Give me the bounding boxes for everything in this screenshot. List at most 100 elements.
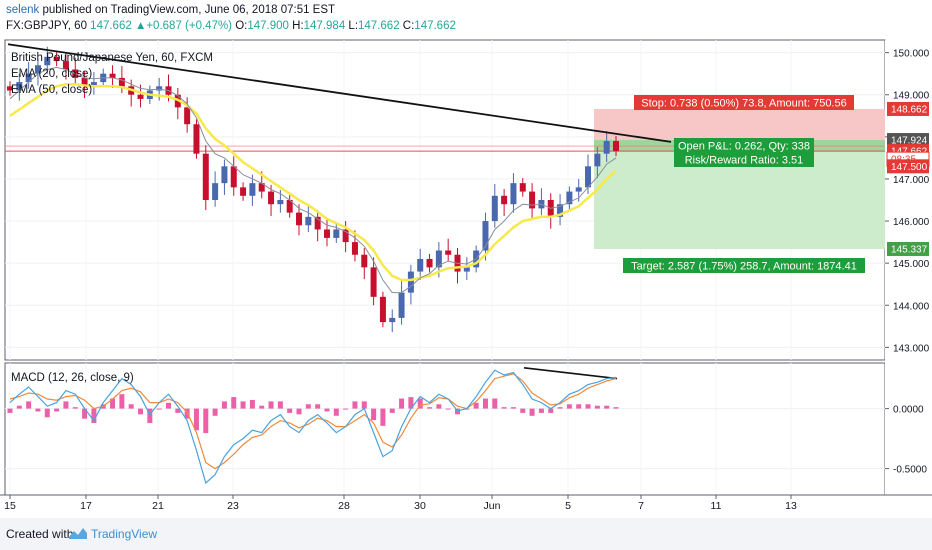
candle-body xyxy=(398,292,405,318)
price-badge-label: 147.924 xyxy=(891,136,928,147)
candle-body xyxy=(16,82,23,91)
price-badge-label: 145.337 xyxy=(891,244,928,255)
candle-body xyxy=(90,82,97,87)
candle-body xyxy=(501,195,508,205)
close-label: C: xyxy=(402,20,415,32)
macd-histogram-bar xyxy=(482,398,488,409)
macd-histogram-bar xyxy=(249,399,255,409)
candle-body xyxy=(34,65,41,74)
author-name[interactable]: selenk xyxy=(6,4,40,16)
macd-histogram-bar xyxy=(240,401,246,409)
candle-body xyxy=(594,153,601,167)
time-tick-label: 21 xyxy=(152,500,164,512)
macd-histogram-bar xyxy=(259,405,265,409)
price-tick-label: 149.000 xyxy=(893,91,930,102)
publish-info: selenk published on TradingView.com, Jun… xyxy=(6,4,335,16)
time-tick-label: 7 xyxy=(638,500,644,512)
price-tick-label: 147.000 xyxy=(893,175,930,186)
macd-histogram-bar xyxy=(35,408,41,412)
macd-histogram-bar xyxy=(389,408,395,413)
ema50-legend: EMA (50, close) xyxy=(11,84,92,96)
candle-body xyxy=(184,107,191,125)
candle-body xyxy=(314,216,321,230)
macd-histogram-bar xyxy=(221,401,227,409)
candle-body xyxy=(379,296,386,323)
high-value: 147.984 xyxy=(303,20,346,32)
candle-body xyxy=(566,191,573,205)
candle-body xyxy=(25,73,32,83)
macd-histogram-bar xyxy=(231,397,237,409)
macd-histogram-bar xyxy=(585,404,591,409)
price-badge xyxy=(887,159,929,174)
stop-label: Stop: 0.738 (0.50%) 73.8, Amount: 750.56 xyxy=(641,98,846,110)
candle-body xyxy=(240,187,247,196)
price-tick-label: 144.000 xyxy=(893,301,930,312)
macd-histogram-bar xyxy=(110,398,116,409)
price-tick-label: 150.000 xyxy=(893,49,930,60)
candle-body xyxy=(137,94,144,99)
candle-body xyxy=(389,317,396,323)
candle-body xyxy=(53,56,60,62)
candle-body xyxy=(193,124,200,154)
macd-histogram-bar xyxy=(175,408,181,413)
candle-body xyxy=(230,166,237,188)
macd-histogram-bar xyxy=(399,398,405,409)
macd-histogram-bar xyxy=(287,408,293,413)
ema50-line xyxy=(9,82,617,282)
candle-body xyxy=(613,141,619,152)
target-zone xyxy=(594,151,885,249)
macd-histogram-bar xyxy=(594,405,600,409)
time-tick-label: 17 xyxy=(80,500,92,512)
close-value: 147.662 xyxy=(414,20,456,32)
candle-body xyxy=(268,191,275,205)
candle-body xyxy=(557,204,564,217)
tradingview-logo-icon[interactable] xyxy=(68,524,88,542)
macd-histogram-bar xyxy=(520,408,526,413)
change-up-icon: ▲ xyxy=(134,20,147,32)
macd-histogram-bar xyxy=(557,407,563,409)
price-trendline xyxy=(7,43,672,143)
pnl-label: Open P&L: 0.262, Qty: 338 xyxy=(678,141,810,153)
macd-histogram-bar xyxy=(436,404,442,409)
candle-body xyxy=(435,250,442,268)
macd-histogram-bar xyxy=(445,408,451,410)
change-value: +0.687 (+0.47%) xyxy=(146,20,233,32)
macd-histogram-bar xyxy=(54,408,60,412)
candle-body xyxy=(491,195,498,222)
candle-body xyxy=(44,56,51,66)
macd-histogram-bar xyxy=(156,408,162,410)
candle-body xyxy=(202,153,209,200)
macd-histogram-bar xyxy=(212,408,218,416)
macd-histogram-bar xyxy=(417,398,423,409)
macd-histogram-bar xyxy=(44,408,50,418)
candle-body xyxy=(109,73,116,78)
candle-body xyxy=(575,187,582,192)
position-labels: Stop: 0.738 (0.50%) 73.8, Amount: 750.56… xyxy=(623,95,865,273)
macd-histogram-bar xyxy=(7,408,13,413)
macd-histogram-bar xyxy=(26,401,32,409)
macd-histogram-bar xyxy=(119,394,125,409)
open-label: O: xyxy=(235,20,248,32)
price-axis[interactable]: 150.000149.000148.000147.000146.000145.0… xyxy=(885,40,932,495)
created-with-text: Created with xyxy=(6,527,74,541)
macd-histogram-bar xyxy=(305,404,311,409)
trendlines[interactable] xyxy=(7,43,672,380)
candle-body xyxy=(323,229,330,238)
candle-body xyxy=(258,183,265,192)
macd-tick-label: -0.5000 xyxy=(893,465,927,476)
macd-histogram-bar xyxy=(277,401,283,409)
ema-lines xyxy=(9,66,617,294)
candle-body xyxy=(445,250,452,255)
time-axis[interactable]: 15 17 21 23 28 30 Jun 5 7 11 13 xyxy=(0,494,932,512)
candle-body xyxy=(463,267,470,272)
candle-body xyxy=(482,221,489,251)
macd-histogram-bar xyxy=(333,408,339,416)
macd-histogram-bar xyxy=(548,408,554,413)
time-tick-label: 11 xyxy=(711,500,722,512)
macd-histogram-bar xyxy=(473,402,479,409)
candle-body xyxy=(333,229,340,238)
tradingview-brand[interactable]: TradingView xyxy=(91,527,158,541)
macd-histogram-bar xyxy=(193,408,199,431)
macd-histogram-bar xyxy=(203,408,209,434)
